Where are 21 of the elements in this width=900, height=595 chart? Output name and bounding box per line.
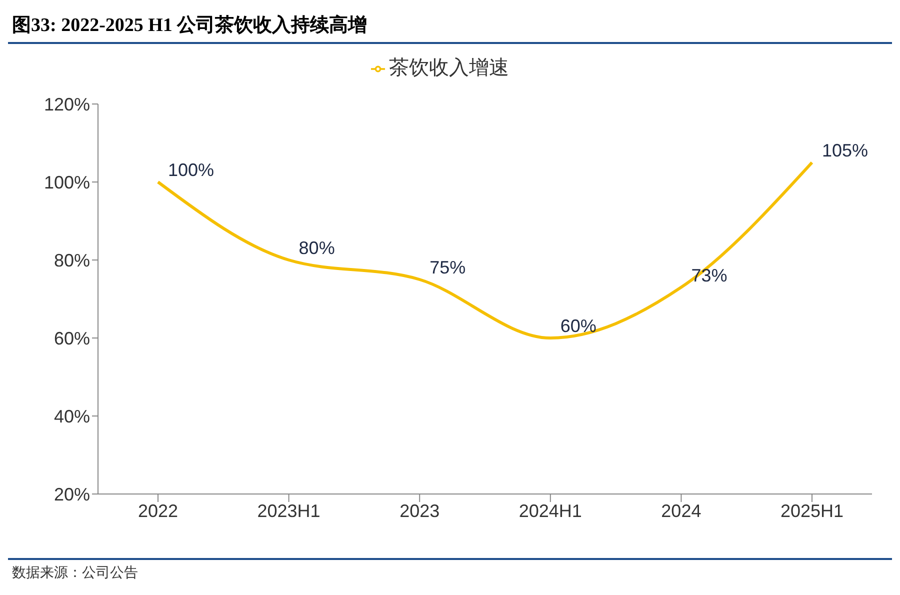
line-series <box>156 161 814 340</box>
x-tick-label: 2024H1 <box>518 500 582 521</box>
data-label: 75% <box>430 258 466 278</box>
data-label: 100% <box>168 160 214 180</box>
y-tick-label: 120% <box>44 94 90 114</box>
chart-title: 图33: 2022-2025 H1 公司茶饮收入持续高增 <box>11 14 368 38</box>
data-label: 60% <box>560 316 596 336</box>
x-tick-label: 2022 <box>138 500 178 521</box>
y-tick-label: 40% <box>54 406 90 426</box>
x-tick-label: 2023 <box>400 500 440 521</box>
x-tick-label: 2025H1 <box>780 500 844 521</box>
data-label: 105% <box>822 140 868 160</box>
source-note: 数据来源：公司公告 <box>11 563 139 582</box>
data-label: 80% <box>298 238 335 258</box>
x-tick-label: 2023H1 <box>257 500 320 521</box>
legend-label: 茶饮收入增速 <box>389 55 509 79</box>
x-tick-label: 2024 <box>661 500 702 521</box>
y-tick-label: 20% <box>54 484 90 504</box>
y-tick-label: 100% <box>44 172 90 192</box>
y-tick-label: 60% <box>54 328 90 348</box>
y-tick-label: 80% <box>54 250 90 270</box>
